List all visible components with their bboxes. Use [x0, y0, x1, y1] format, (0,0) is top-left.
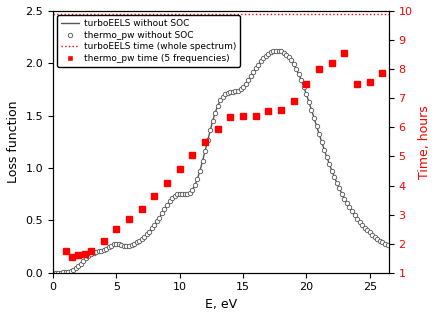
turboEELS without SOC — [339, 192, 345, 196]
thermo_pw time (5 frequencies) — [177, 168, 182, 171]
Line: thermo_pw without SOC: thermo_pw without SOC — [51, 49, 390, 275]
thermo_pw time (5 frequencies) — [152, 194, 157, 197]
thermo_pw without SOC — [261, 56, 266, 60]
thermo_pw time (5 frequencies) — [279, 108, 284, 112]
Legend: turboEELS without SOC, thermo_pw without SOC, turboEELS time (whole spectrum), t: turboEELS without SOC, thermo_pw without… — [57, 16, 240, 67]
turboEELS without SOC — [385, 244, 390, 247]
thermo_pw without SOC — [375, 237, 380, 241]
X-axis label: E, eV: E, eV — [205, 298, 237, 311]
thermo_pw time (5 frequencies) — [82, 252, 87, 256]
Y-axis label: Loss function: Loss function — [7, 100, 20, 183]
thermo_pw without SOC — [283, 52, 289, 56]
thermo_pw time (5 frequencies) — [139, 207, 144, 211]
Line: turboEELS without SOC: turboEELS without SOC — [53, 51, 388, 273]
thermo_pw time (5 frequencies) — [202, 140, 208, 144]
thermo_pw time (5 frequencies) — [316, 67, 321, 71]
thermo_pw time (5 frequencies) — [253, 114, 258, 118]
thermo_pw without SOC — [50, 271, 56, 275]
thermo_pw time (5 frequencies) — [114, 227, 119, 231]
turboEELS without SOC — [283, 52, 289, 56]
turboEELS without SOC — [159, 211, 165, 215]
thermo_pw time (5 frequencies) — [215, 127, 220, 131]
turboEELS time (whole spectrum) — [50, 12, 56, 16]
Y-axis label: Time, hours: Time, hours — [418, 105, 431, 179]
thermo_pw without SOC — [271, 49, 276, 53]
thermo_pw time (5 frequencies) — [101, 239, 106, 243]
turboEELS without SOC — [273, 49, 279, 53]
turboEELS without SOC — [130, 242, 135, 246]
turboEELS without SOC — [187, 191, 192, 195]
turboEELS time (whole spectrum) — [63, 12, 68, 16]
thermo_pw time (5 frequencies) — [88, 249, 94, 253]
thermo_pw time (5 frequencies) — [329, 61, 334, 65]
thermo_pw without SOC — [385, 244, 390, 247]
thermo_pw without SOC — [273, 49, 279, 53]
turboEELS without SOC — [266, 52, 271, 56]
Line: thermo_pw time (5 frequencies): thermo_pw time (5 frequencies) — [63, 50, 385, 260]
thermo_pw time (5 frequencies) — [291, 99, 297, 103]
thermo_pw time (5 frequencies) — [63, 249, 68, 253]
thermo_pw time (5 frequencies) — [69, 255, 74, 259]
thermo_pw time (5 frequencies) — [127, 217, 132, 221]
thermo_pw time (5 frequencies) — [380, 72, 385, 75]
thermo_pw time (5 frequencies) — [304, 82, 309, 86]
thermo_pw time (5 frequencies) — [228, 115, 233, 119]
thermo_pw time (5 frequencies) — [240, 114, 246, 118]
turboEELS without SOC — [50, 271, 56, 275]
thermo_pw time (5 frequencies) — [266, 109, 271, 113]
thermo_pw time (5 frequencies) — [164, 181, 170, 184]
thermo_pw time (5 frequencies) — [354, 82, 360, 86]
thermo_pw time (5 frequencies) — [367, 80, 372, 84]
thermo_pw without SOC — [73, 266, 78, 270]
thermo_pw without SOC — [367, 231, 372, 234]
thermo_pw time (5 frequencies) — [190, 153, 195, 157]
thermo_pw time (5 frequencies) — [76, 253, 81, 257]
thermo_pw time (5 frequencies) — [342, 51, 347, 55]
